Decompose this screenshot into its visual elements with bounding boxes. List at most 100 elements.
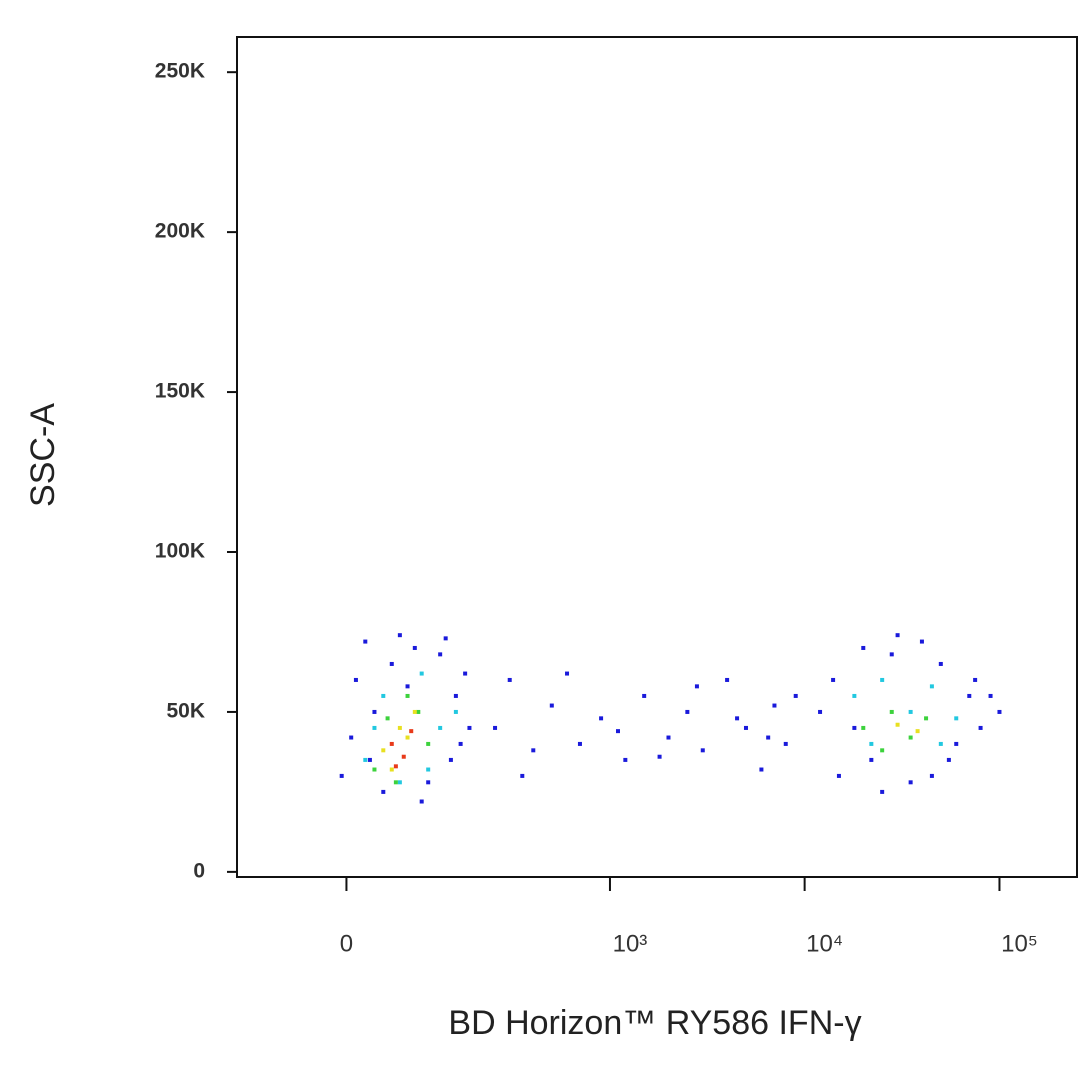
point	[954, 741, 959, 746]
point	[861, 725, 866, 730]
point	[700, 748, 705, 753]
point	[793, 693, 798, 698]
point	[861, 645, 866, 650]
y-tick-label: 250K	[155, 60, 205, 83]
point	[419, 671, 424, 676]
x-tick-label: 10⁵	[1001, 930, 1038, 957]
point	[389, 741, 394, 746]
point	[869, 741, 874, 746]
point	[869, 757, 874, 762]
point	[349, 735, 354, 740]
point	[642, 693, 647, 698]
point	[946, 757, 951, 762]
point	[363, 639, 368, 644]
point	[915, 729, 920, 734]
point	[973, 677, 978, 682]
point	[453, 693, 458, 698]
y-tick-label: 200K	[155, 220, 205, 243]
point	[372, 767, 377, 772]
point	[507, 677, 512, 682]
point	[531, 748, 536, 753]
x-tick-label: 0	[340, 930, 353, 957]
point	[852, 725, 857, 730]
point	[954, 716, 959, 721]
point	[520, 773, 525, 778]
point	[467, 725, 472, 730]
point	[401, 754, 406, 759]
point	[443, 636, 448, 641]
point	[615, 729, 620, 734]
point	[831, 677, 836, 682]
x-tick-label: 10⁴	[806, 930, 843, 957]
plot-frame	[236, 36, 1078, 878]
point	[743, 725, 748, 730]
point	[353, 677, 358, 682]
point	[565, 671, 570, 676]
point	[426, 780, 431, 785]
point	[412, 645, 417, 650]
point	[372, 709, 377, 714]
point	[997, 709, 1002, 714]
point	[458, 741, 463, 746]
point	[412, 709, 417, 714]
point	[766, 735, 771, 740]
point	[385, 716, 390, 721]
point	[405, 735, 410, 740]
point	[438, 725, 443, 730]
point	[938, 741, 943, 746]
point	[549, 703, 554, 708]
point	[880, 677, 885, 682]
y-tick-label: 150K	[155, 380, 205, 403]
point	[426, 767, 431, 772]
point	[381, 693, 386, 698]
point	[938, 661, 943, 666]
x-tick-label: 10³	[613, 930, 648, 957]
point	[725, 677, 730, 682]
point	[623, 757, 628, 762]
point	[880, 789, 885, 794]
point	[895, 633, 900, 638]
x-axis-title: BD Horizon™ RY586 IFN-γ	[448, 1004, 861, 1042]
point	[419, 799, 424, 804]
point	[599, 716, 604, 721]
point	[405, 684, 410, 689]
point	[426, 741, 431, 746]
point	[978, 725, 983, 730]
point	[372, 725, 377, 730]
point	[657, 754, 662, 759]
point	[895, 722, 900, 727]
point	[405, 693, 410, 698]
point	[836, 773, 841, 778]
point	[453, 709, 458, 714]
point	[988, 693, 993, 698]
y-axis-title: SSC-A	[24, 403, 62, 507]
point	[493, 725, 498, 730]
point	[381, 748, 386, 753]
point	[397, 633, 402, 638]
point	[880, 748, 885, 753]
point	[908, 735, 913, 740]
point	[409, 729, 414, 734]
y-tick-label: 50K	[166, 699, 205, 722]
point	[339, 773, 344, 778]
point	[759, 767, 764, 772]
point	[924, 716, 929, 721]
point	[363, 757, 368, 762]
point	[448, 757, 453, 762]
point	[772, 703, 777, 708]
point	[666, 735, 671, 740]
point	[889, 709, 894, 714]
point	[818, 709, 823, 714]
y-tick-label: 100K	[155, 540, 205, 563]
point	[416, 709, 421, 714]
point	[367, 757, 372, 762]
point	[389, 661, 394, 666]
point	[929, 684, 934, 689]
point	[397, 780, 402, 785]
point	[929, 773, 934, 778]
point	[389, 767, 394, 772]
point	[919, 639, 924, 644]
point	[577, 741, 582, 746]
point	[908, 709, 913, 714]
